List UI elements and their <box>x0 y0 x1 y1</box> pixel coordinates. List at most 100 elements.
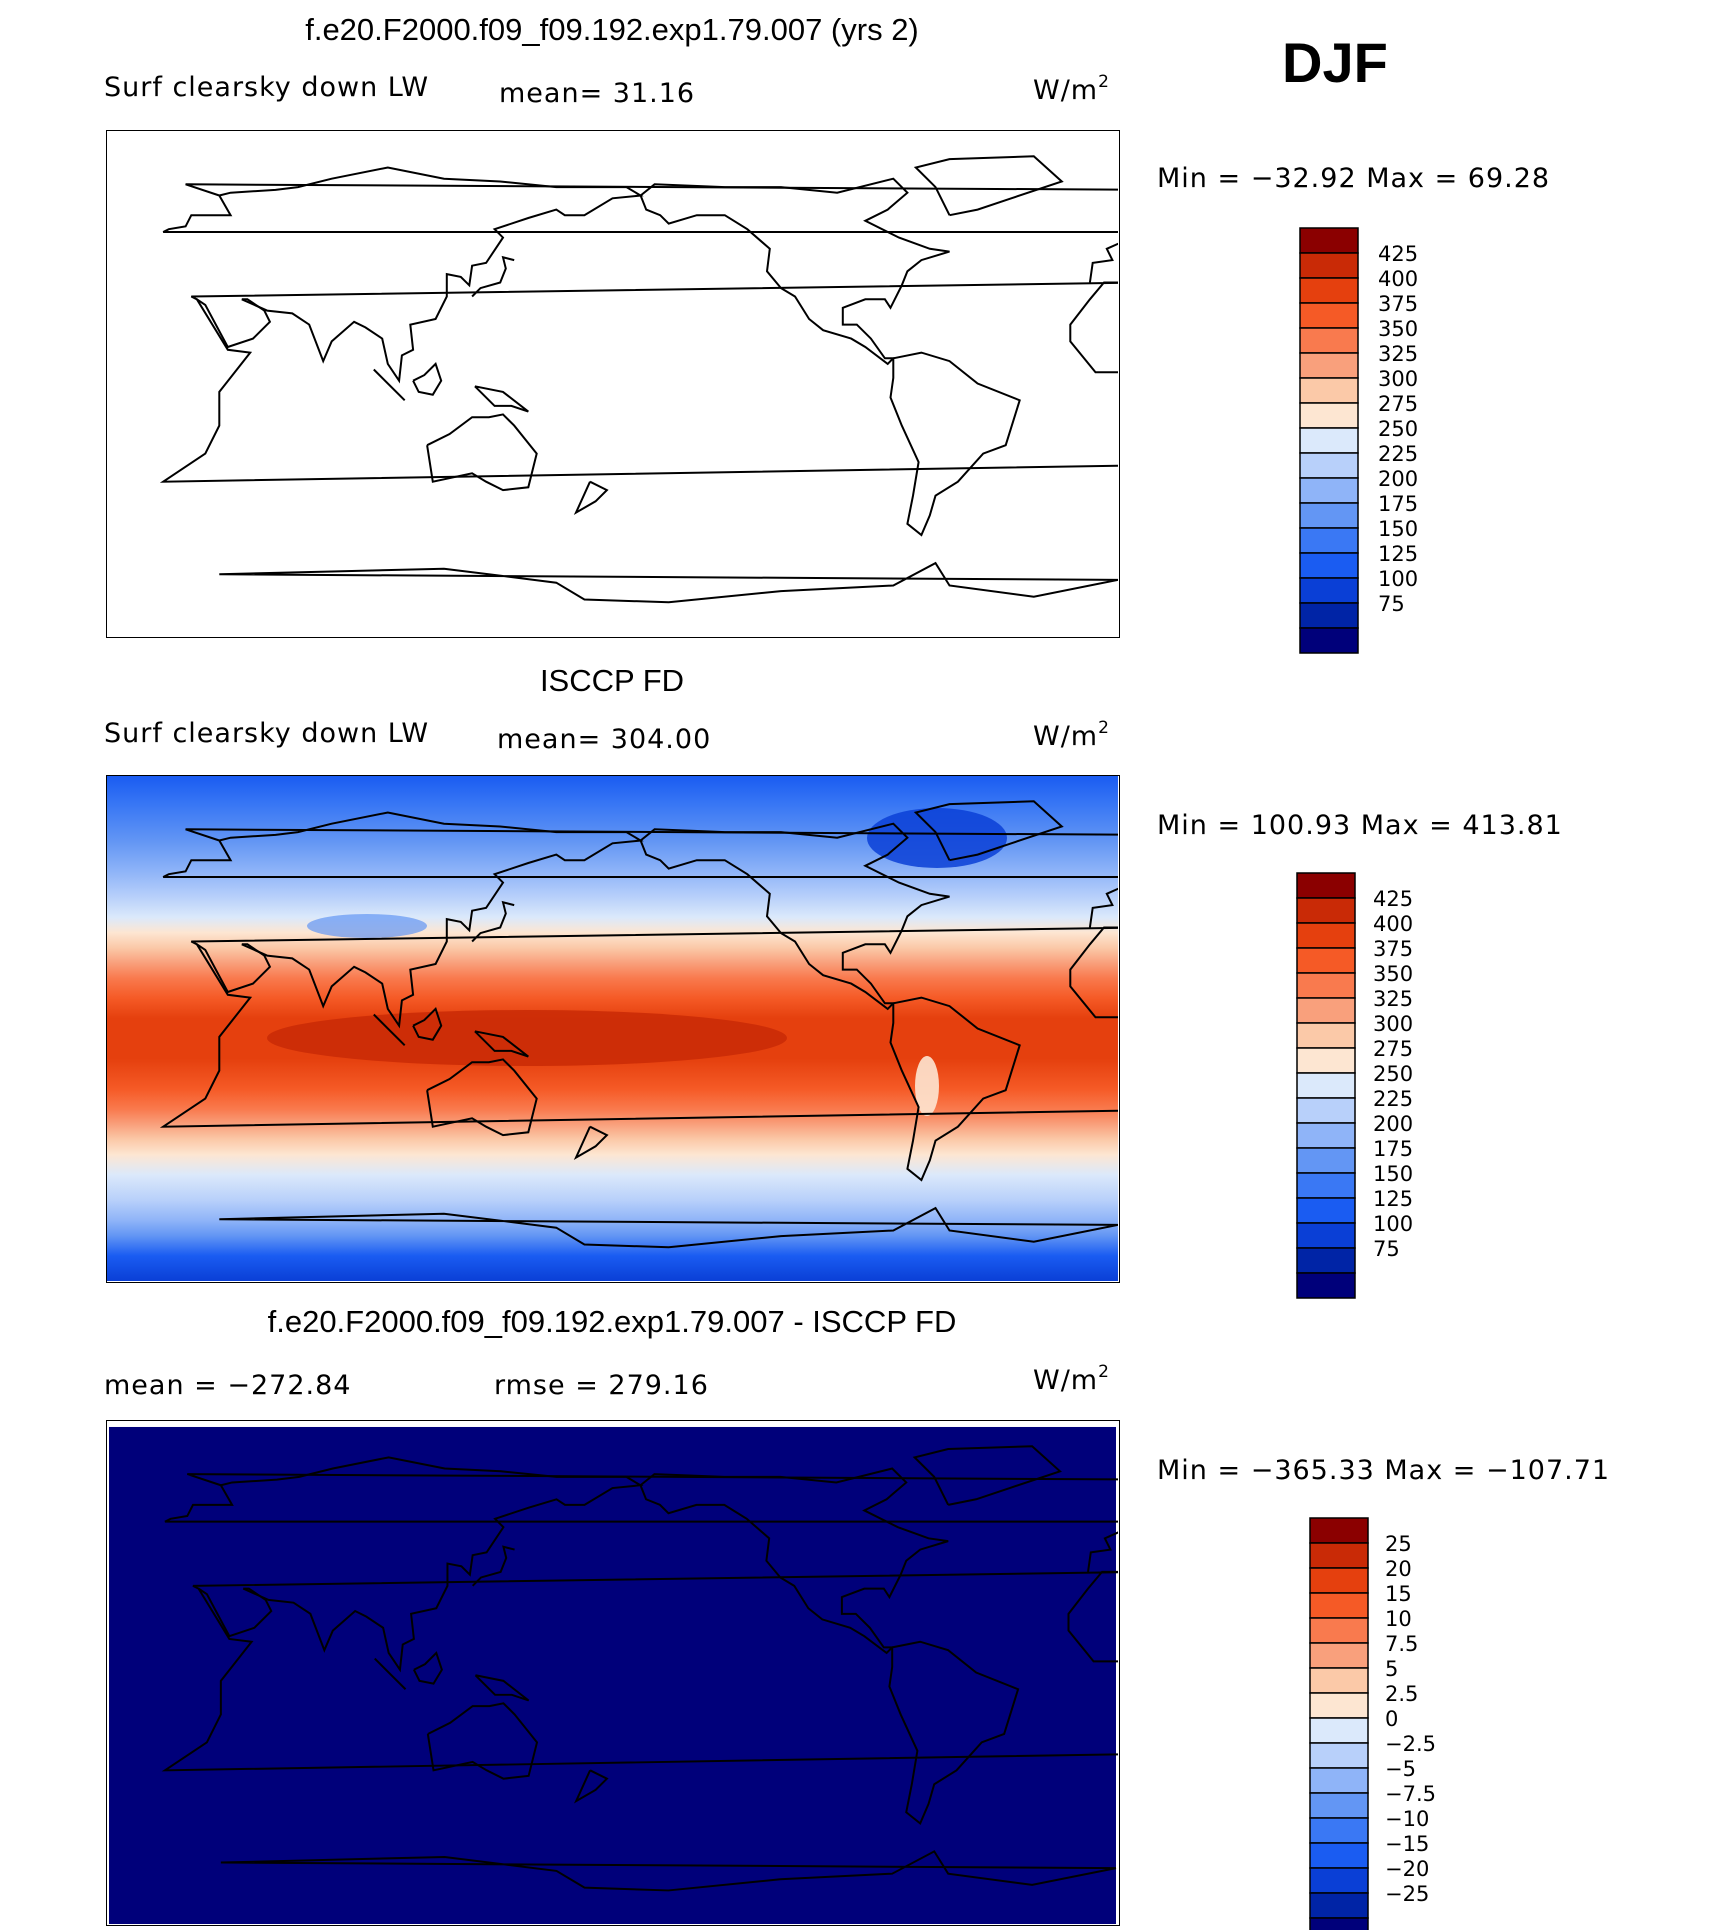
panel-3-min-max: Min = −365.33 Max = −107.71 <box>1157 1455 1611 1486</box>
panel-3-map <box>106 1420 1120 1926</box>
coastline <box>374 1657 407 1690</box>
season-label: DJF <box>1282 31 1388 94</box>
colorbar-swatch <box>1309 1742 1369 1769</box>
panel-2-title: ISCCP FD <box>539 663 685 698</box>
colorbar-swatch <box>1296 872 1356 899</box>
colorbar-tick-label: 375 <box>1378 292 1418 316</box>
panel-3-mean-label: mean = −272.84 <box>104 1370 352 1401</box>
colorbar-tick-label: 350 <box>1378 317 1418 341</box>
colorbar-swatch <box>1296 897 1356 924</box>
colorbar-swatch <box>1296 922 1356 949</box>
coastline <box>219 1206 1118 1249</box>
panel-1-map-background <box>107 131 1118 636</box>
coastline <box>220 1850 1117 1892</box>
panel-1-min-max: Min = −32.92 Max = 69.28 <box>1157 163 1551 194</box>
colorbar-tick-label: 300 <box>1378 367 1418 391</box>
panel-3-coastlines <box>161 1445 1118 1892</box>
colorbar-swatch <box>1309 1617 1369 1644</box>
colorbar-swatch <box>1309 1592 1369 1619</box>
colorbar-swatch <box>1309 1517 1369 1544</box>
coastline <box>639 177 950 366</box>
colorbar-swatch <box>1299 352 1359 379</box>
coastline <box>889 996 1021 1182</box>
colorbar-tick-label: 275 <box>1373 1037 1413 1061</box>
panel-1-units-label: W/m2 <box>1033 72 1110 106</box>
coastline <box>471 1545 515 1587</box>
panel-3-title: f.e20.F2000.f09_f09.192.exp1.79.007 - IS… <box>267 1304 957 1339</box>
colorbar-tick-label: −10 <box>1385 1807 1429 1831</box>
colorbar-swatch <box>1309 1867 1369 1894</box>
coastline <box>426 413 538 492</box>
colorbar-tick-label: 20 <box>1385 1557 1412 1581</box>
coastline <box>164 1473 1118 1573</box>
panel-3-field <box>109 1421 1116 1924</box>
colorbar-swatch <box>1309 1567 1369 1594</box>
coastline <box>219 166 644 384</box>
panel-2-coastlines <box>159 800 1118 1249</box>
colorbar-tick-label: 125 <box>1373 1187 1413 1211</box>
colorbar-tick-label: 225 <box>1378 442 1418 466</box>
colorbar-swatch <box>1299 552 1359 579</box>
colorbar-swatch <box>1299 452 1359 479</box>
colorbar-swatch <box>1309 1917 1369 1930</box>
coastline <box>889 351 1021 537</box>
colorbar-swatch <box>1299 327 1359 354</box>
colorbar-tick-label: 225 <box>1373 1087 1413 1111</box>
colorbar-swatch <box>1296 947 1356 974</box>
colorbar-tick-label: 325 <box>1373 987 1413 1011</box>
colorbar-tick-label: −5 <box>1385 1757 1416 1781</box>
panel-1-variable-label: Surf clearsky down LW <box>104 72 430 103</box>
colorbar-tick-label: 250 <box>1373 1062 1413 1086</box>
colorbar-tick-label: 150 <box>1373 1162 1413 1186</box>
coastline <box>573 480 609 516</box>
colorbar-tick-label: 400 <box>1373 912 1413 936</box>
colorbar-tick-label: 400 <box>1378 267 1418 291</box>
colorbar-swatch <box>1309 1842 1369 1869</box>
coastline <box>162 183 1118 283</box>
panel-1-colorbar: 425 400 375 350 325 300 275 250 225 200 175 150 125 1… <box>1299 227 1460 654</box>
panel-2-min-max: Min = 100.93 Max = 413.81 <box>1157 810 1563 841</box>
colorbar-tick-label: 375 <box>1373 937 1413 961</box>
colorbar-swatch <box>1296 1272 1356 1299</box>
colorbar-swatch <box>1309 1717 1369 1744</box>
colorbar-swatch <box>1299 627 1359 654</box>
coastline <box>412 362 443 396</box>
colorbar-tick-label: 325 <box>1378 342 1418 366</box>
coastline <box>471 900 515 943</box>
colorbar-tick-label: 25 <box>1385 1532 1412 1556</box>
panel-3-top-strip <box>109 1421 1116 1427</box>
colorbar-tick-label: 0 <box>1385 1707 1398 1731</box>
coastline <box>913 800 1064 862</box>
coastline <box>220 1456 644 1673</box>
colorbar-swatch <box>1296 1247 1356 1274</box>
coastline <box>373 1013 406 1047</box>
colorbar-swatch <box>1299 527 1359 554</box>
colorbar-tick-label: 175 <box>1378 492 1418 516</box>
coastline <box>196 298 272 349</box>
colorbar-swatch <box>1299 377 1359 404</box>
panel-2-units-label: W/m2 <box>1033 718 1110 752</box>
panel-2-mean-label: mean= 304.00 <box>497 724 712 755</box>
colorbar-swatch <box>1296 997 1356 1024</box>
colorbar-swatch <box>1296 1197 1356 1224</box>
colorbar-swatch <box>1299 577 1359 604</box>
panel-2-map <box>106 775 1120 1283</box>
panel-1-map <box>106 130 1120 638</box>
panel-1-title: f.e20.F2000.f09_f09.192.exp1.79.007 (yrs… <box>305 12 919 47</box>
colorbar-tick-label: 75 <box>1378 592 1405 616</box>
panel-3-units-label: W/m2 <box>1033 1362 1110 1396</box>
colorbar-tick-label: 75 <box>1373 1237 1400 1261</box>
colorbar-swatch <box>1309 1692 1369 1719</box>
colorbar-swatch <box>1299 302 1359 329</box>
colorbar-swatch <box>1309 1542 1369 1569</box>
panel-2-tibet <box>307 914 427 938</box>
panel-2-cold-spot <box>867 808 1007 868</box>
colorbar-tick-label: 200 <box>1373 1112 1413 1136</box>
colorbar-swatch <box>1309 1892 1369 1919</box>
colorbar-tick-label: 275 <box>1378 392 1418 416</box>
colorbar-swatch <box>1296 1147 1356 1174</box>
coastline <box>159 926 1118 1128</box>
colorbar-swatch <box>1296 972 1356 999</box>
coastline <box>426 1058 538 1137</box>
colorbar-tick-label: −15 <box>1385 1832 1429 1856</box>
